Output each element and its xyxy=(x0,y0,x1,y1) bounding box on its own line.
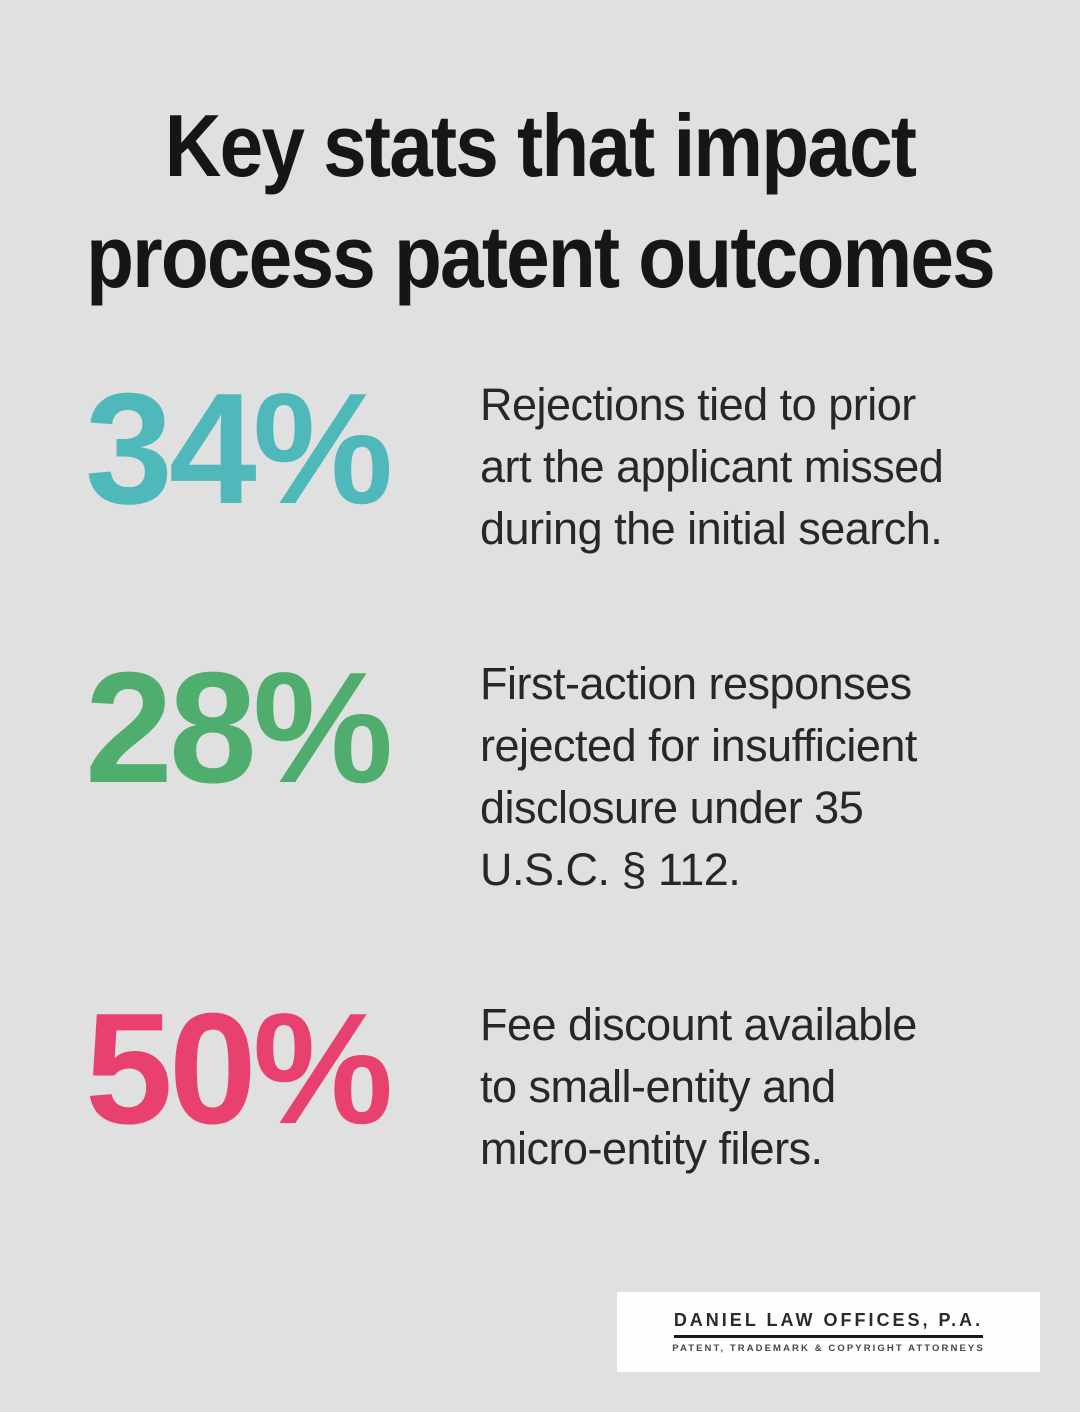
logo-firm-name: DANIEL LAW OFFICES, P.A. xyxy=(673,1310,984,1338)
logo-card: DANIEL LAW OFFICES, P.A. PATENT, TRADEMA… xyxy=(617,1292,1040,1372)
stats-list: 34% Rejections tied to prior art the app… xyxy=(0,370,1080,1180)
stat-value-28-percent: 28% xyxy=(85,640,393,816)
stat-value-34-percent: 34% xyxy=(85,361,393,537)
stat-description-prior-art: Rejections tied to prior art the applica… xyxy=(480,379,944,554)
stat-row-first-action: 28% First-action responses rejected for … xyxy=(85,649,1080,901)
page-title: Key stats that impact process patent out… xyxy=(86,96,996,306)
stat-row-fee-discount: 50% Fee discount available to small-enti… xyxy=(85,990,1080,1180)
logo-tagline: PATENT, TRADEMARK & COPYRIGHT ATTORNEYS xyxy=(672,1343,985,1354)
stat-value-50-percent: 50% xyxy=(85,981,393,1157)
stat-row-prior-art: 34% Rejections tied to prior art the app… xyxy=(85,370,1080,560)
stat-description-fee-discount: Fee discount available to small-entity a… xyxy=(480,999,917,1174)
stat-description-first-action: First-action responses rejected for insu… xyxy=(480,658,917,895)
